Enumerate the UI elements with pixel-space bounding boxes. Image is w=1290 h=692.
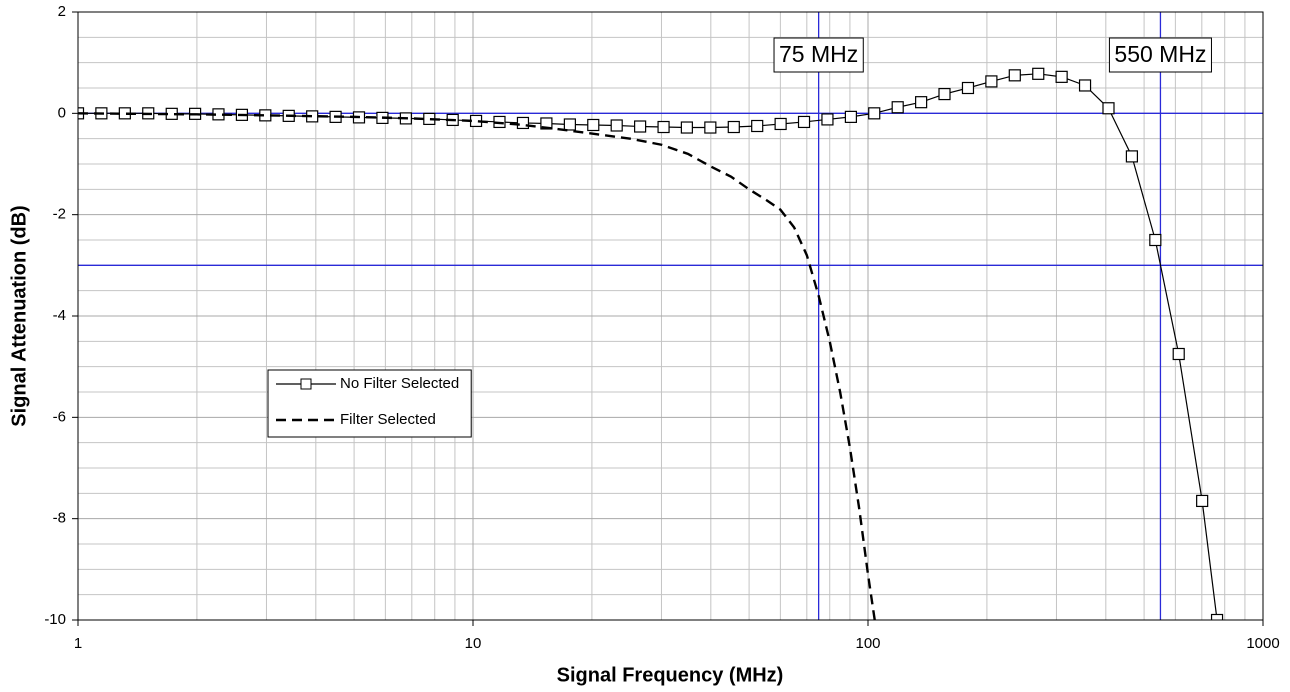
x-axis-label: Signal Frequency (MHz): [557, 664, 784, 686]
annotation: 550 MHz: [1114, 41, 1206, 67]
marker: [587, 118, 600, 132]
y-tick-label: -2: [53, 206, 66, 223]
legend-label: No Filter Selected: [340, 375, 459, 392]
marker: [891, 101, 904, 114]
marker: [821, 113, 834, 126]
y-tick-label: -4: [53, 307, 66, 324]
y-tick-label: 2: [58, 3, 66, 20]
plot-area: [78, 67, 1224, 620]
marker: [563, 118, 576, 131]
annotation: 75 MHz: [779, 41, 858, 67]
marker: [680, 121, 693, 134]
marker: [751, 119, 764, 133]
marker: [1102, 102, 1115, 115]
marker: [1172, 347, 1185, 361]
legend-label: Filter Selected: [340, 411, 436, 428]
marker: [727, 120, 740, 134]
marker: [1055, 70, 1068, 83]
annotation-box: [773, 37, 864, 73]
y-tick-label: -6: [53, 408, 66, 425]
annotation-box: [1108, 37, 1212, 73]
marker: [915, 96, 928, 109]
marker: [797, 115, 811, 129]
x-tick-label: 10: [465, 635, 482, 652]
marker: [938, 87, 951, 101]
series-line: [78, 112, 876, 620]
marker: [1196, 494, 1209, 508]
plot-border: [77, 11, 1264, 621]
marker: [610, 119, 623, 132]
y-tick-label: 0: [58, 104, 66, 121]
marker: [985, 75, 998, 88]
marker: [1032, 67, 1045, 80]
marker: [1149, 233, 1162, 247]
x-tick-label: 1: [74, 635, 82, 652]
marker: [1210, 613, 1224, 620]
legend-marker: [300, 378, 312, 390]
marker: [704, 121, 717, 134]
marker: [516, 116, 530, 130]
x-tick-label: 100: [855, 635, 880, 652]
y-tick-label: -8: [53, 510, 66, 527]
marker: [540, 117, 553, 130]
x-tick-label: 1000: [1246, 635, 1279, 652]
marker: [657, 120, 670, 134]
y-tick-label: -10: [44, 611, 66, 628]
legend: No Filter Selected Filter Selected: [267, 369, 472, 438]
y-axis-label: Signal Attenuation (dB): [8, 205, 30, 426]
marker: [844, 110, 857, 123]
marker: [1008, 69, 1021, 82]
marker: [1125, 150, 1139, 163]
marker: [634, 120, 647, 133]
marker: [1078, 79, 1092, 92]
marker: [961, 81, 975, 95]
marker: [868, 107, 881, 120]
marker: [774, 117, 787, 131]
